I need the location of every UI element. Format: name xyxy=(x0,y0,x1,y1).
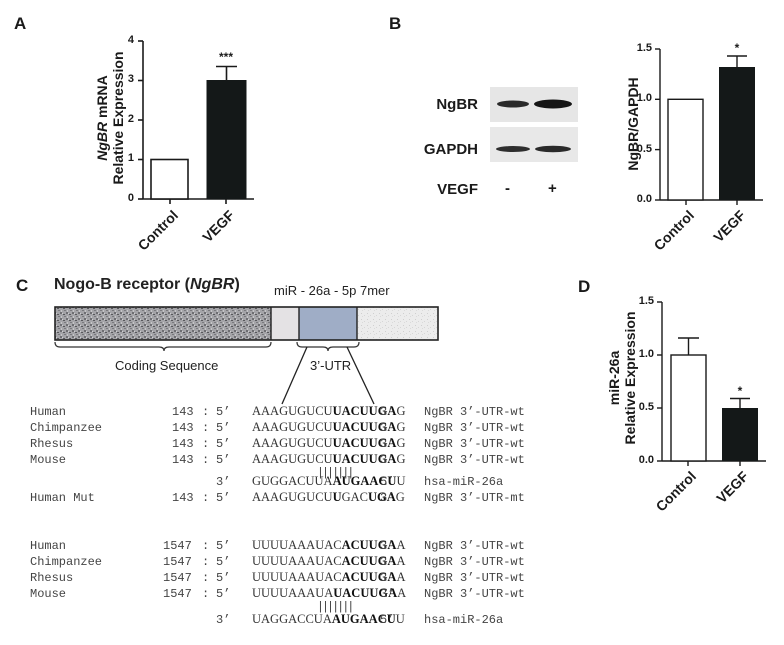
panel-b-ytick: 1.0 xyxy=(636,92,652,104)
panel-a-ytick: 4 xyxy=(127,34,134,46)
band-ngbr-plus xyxy=(534,99,572,109)
blot-condition-label: VEGF xyxy=(437,181,478,198)
panel-d-ytick: 1.5 xyxy=(638,295,654,307)
panel-b-ytick: 0.0 xyxy=(636,193,652,205)
band-ngbr-minus xyxy=(497,100,529,108)
zoom-lines xyxy=(281,346,375,405)
panel-d-ytick: 1.0 xyxy=(638,348,654,360)
panel-d-bar-vegf xyxy=(722,408,758,461)
panel-b-label: B xyxy=(389,14,402,33)
panel-a-ytick: 1 xyxy=(127,152,134,164)
blot-lane-plus: + xyxy=(548,180,557,197)
blot-lane-minus: - xyxy=(505,180,510,197)
coding-sequence-label: Coding Sequence xyxy=(115,358,219,373)
panel-a-bar-control xyxy=(150,158,189,200)
mirna-site-label: miR - 26a - 5p 7mer xyxy=(274,283,390,298)
panel-b-ytick: 1.5 xyxy=(636,42,652,54)
panel-a-bar-vegf xyxy=(206,80,247,200)
base-pairing-1: ||||||| xyxy=(319,464,355,479)
utr-brace xyxy=(296,341,360,352)
panel-d-significance: * xyxy=(737,384,743,398)
panel-a-label: A xyxy=(14,14,27,33)
panel-a-errorbar-vegf xyxy=(216,65,237,81)
western-blot xyxy=(490,87,578,162)
panel-b-bar-control xyxy=(667,98,704,201)
panel-d-errorbar-vegf xyxy=(730,397,750,408)
blot-row-gapdh: GAPDH xyxy=(423,141,478,158)
coding-segment xyxy=(55,307,271,340)
band-gapdh-plus xyxy=(535,145,571,153)
panel-a-ytick: 0 xyxy=(127,192,134,204)
panel-b-errorbar-vegf xyxy=(727,55,747,67)
panel-a-ytick: 2 xyxy=(127,113,134,125)
panel-b-significance: * xyxy=(734,41,740,55)
gene-diagram xyxy=(54,306,439,341)
panel-d-errorbar-control xyxy=(678,337,699,355)
panel-b-ytick: 0.5 xyxy=(636,143,652,155)
panel-a-ytick: 3 xyxy=(127,73,134,85)
panel-d-ytick: 0.5 xyxy=(638,401,654,413)
band-gapdh-minus xyxy=(496,146,530,152)
utr-gray-segment xyxy=(271,307,299,340)
base-pairing-2: ||||||| xyxy=(319,598,355,613)
utr-tail-segment xyxy=(357,307,438,340)
coding-brace xyxy=(54,341,272,352)
panel-d-bar-control xyxy=(670,354,707,462)
panel-b-bar-vegf xyxy=(719,67,755,200)
gene-title: Nogo-B receptor (NgBR) xyxy=(54,276,240,293)
panel-d-ytick: 0.0 xyxy=(638,454,654,466)
panel-d-label: D xyxy=(578,277,591,296)
panel-a-significance: *** xyxy=(218,50,233,64)
utr-mirna-site xyxy=(299,307,357,340)
utr-label: 3’-UTR xyxy=(310,358,352,373)
panel-c-label: C xyxy=(16,276,29,295)
blot-row-ngbr: NgBR xyxy=(436,96,478,113)
